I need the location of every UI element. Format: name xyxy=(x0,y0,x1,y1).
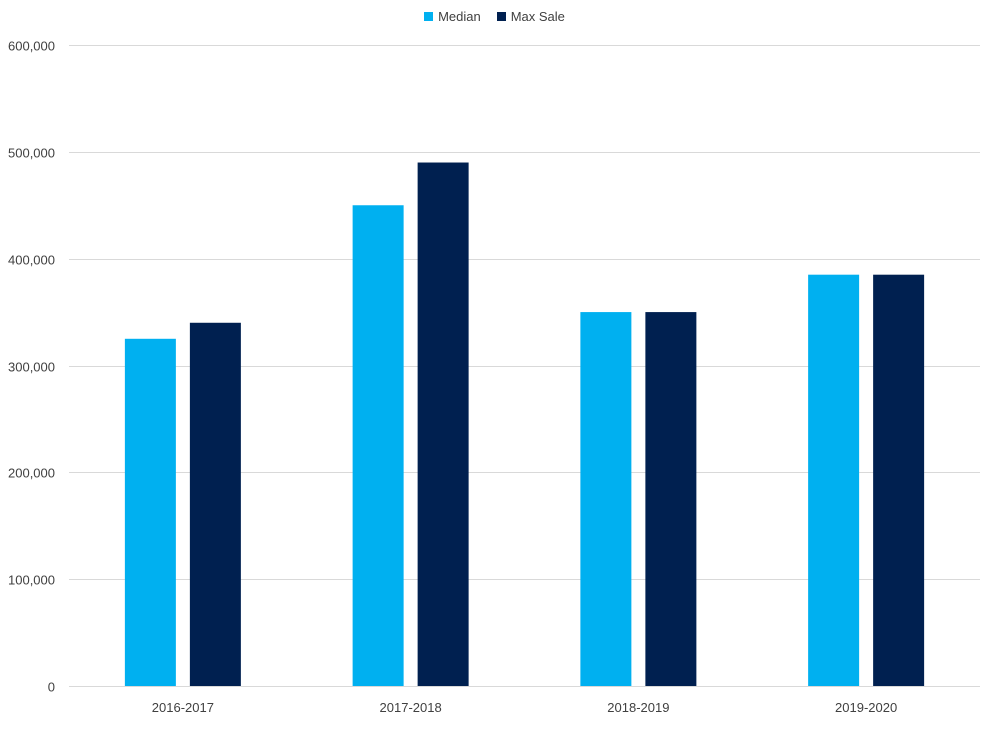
y-tick-label: 100,000 xyxy=(8,573,55,588)
legend-item-max-sale: Max Sale xyxy=(496,9,565,24)
legend: Median Max Sale xyxy=(0,9,989,24)
legend-label-median: Median xyxy=(438,9,481,24)
legend-label-max-sale: Max Sale xyxy=(510,9,565,24)
bar-max-sale xyxy=(645,312,697,686)
bar-max-sale xyxy=(189,322,241,686)
legend-swatch-median xyxy=(424,12,434,21)
bar-max-sale xyxy=(873,274,925,686)
y-tick-label: 500,000 xyxy=(8,146,55,161)
bar-median xyxy=(352,205,404,686)
bar-median xyxy=(808,274,860,686)
x-tick-label: 2016-2017 xyxy=(152,700,214,715)
bar-max-sale xyxy=(417,162,469,686)
y-tick-label: 0 xyxy=(48,680,55,695)
bar-median xyxy=(124,338,176,686)
legend-item-median: Median xyxy=(424,9,481,24)
y-tick-label: 600,000 xyxy=(8,39,55,54)
y-tick-label: 400,000 xyxy=(8,253,55,268)
x-tick-label: 2017-2018 xyxy=(380,700,442,715)
y-tick-label: 200,000 xyxy=(8,466,55,481)
x-tick-label: 2018-2019 xyxy=(607,700,669,715)
bar-median xyxy=(580,312,632,686)
x-tick-label: 2019-2020 xyxy=(835,700,897,715)
legend-swatch-max-sale xyxy=(496,12,506,21)
y-tick-label: 300,000 xyxy=(8,360,55,375)
